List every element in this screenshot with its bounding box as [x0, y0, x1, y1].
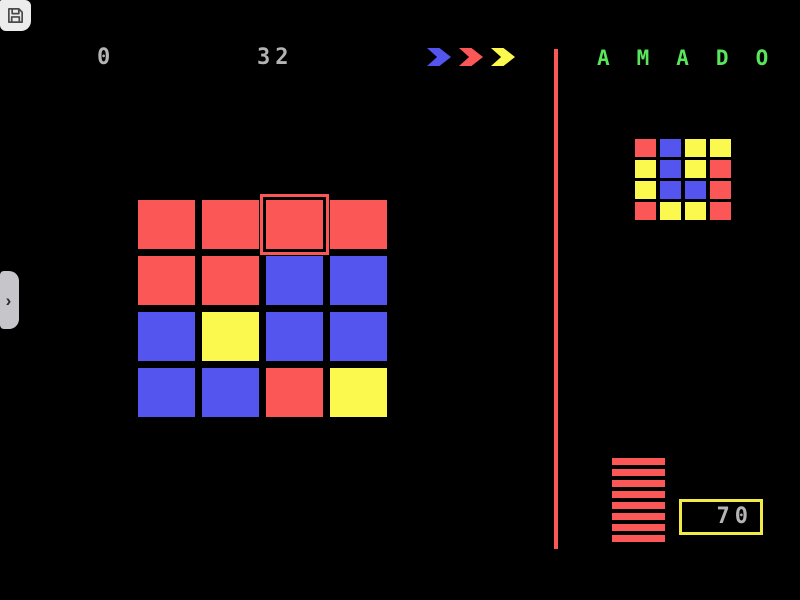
gauge-stripe: [612, 513, 665, 520]
floppy-disk-icon: [6, 6, 25, 25]
blue-chevron-icon: [427, 48, 451, 66]
board-cell[interactable]: [202, 256, 259, 305]
board-cell[interactable]: [202, 200, 259, 249]
puzzle-board: [138, 194, 387, 417]
moves-counter: 0: [97, 45, 116, 70]
board-cell[interactable]: [138, 200, 195, 249]
board-cell[interactable]: [202, 368, 259, 417]
target-pattern-grid: [635, 139, 731, 220]
save-button[interactable]: [0, 0, 31, 31]
board-cell[interactable]: [138, 312, 195, 361]
board-cell[interactable]: [330, 200, 387, 249]
target-cell: [685, 139, 706, 157]
board-cell[interactable]: [138, 256, 195, 305]
gauge-stripe: [612, 524, 665, 531]
board-cell[interactable]: [266, 256, 323, 305]
target-cell: [660, 160, 681, 178]
target-cell: [685, 160, 706, 178]
target-cell: [685, 202, 706, 220]
gauge-stripe: [612, 502, 665, 509]
countdown-value: 70: [716, 504, 753, 529]
game-title: AMADO: [597, 46, 796, 70]
gauge-stripe: [612, 480, 665, 487]
countdown-box: 70: [679, 499, 763, 535]
vertical-divider: [554, 49, 558, 549]
gauge-stripe: [612, 458, 665, 465]
target-cell: [635, 181, 656, 199]
gauge-stripe: [612, 469, 665, 476]
board-cell-cursor[interactable]: [260, 194, 329, 255]
red-chevron-icon: [459, 48, 483, 66]
board-cell[interactable]: [266, 368, 323, 417]
chevron-right-icon: ›: [5, 290, 12, 310]
color-sequence-indicator: [427, 48, 515, 66]
score-counter: 32: [257, 45, 294, 70]
target-cell: [710, 181, 731, 199]
target-cell: [710, 202, 731, 220]
drawer-handle-button[interactable]: ›: [0, 271, 19, 329]
target-cell: [660, 202, 681, 220]
board-cell[interactable]: [330, 312, 387, 361]
gauge-stripe: [612, 535, 665, 542]
board-cell[interactable]: [266, 312, 323, 361]
yellow-chevron-icon: [491, 48, 515, 66]
board-cell[interactable]: [330, 256, 387, 305]
gauge-stripe: [612, 491, 665, 498]
target-cell: [685, 181, 706, 199]
target-cell: [660, 181, 681, 199]
board-cell[interactable]: [330, 368, 387, 417]
target-cell: [660, 139, 681, 157]
target-cell: [635, 160, 656, 178]
target-cell: [710, 160, 731, 178]
board-cell[interactable]: [202, 312, 259, 361]
target-cell: [635, 139, 656, 157]
target-cell: [635, 202, 656, 220]
board-cell[interactable]: [138, 368, 195, 417]
level-stripes-gauge: [612, 458, 665, 542]
target-cell: [710, 139, 731, 157]
